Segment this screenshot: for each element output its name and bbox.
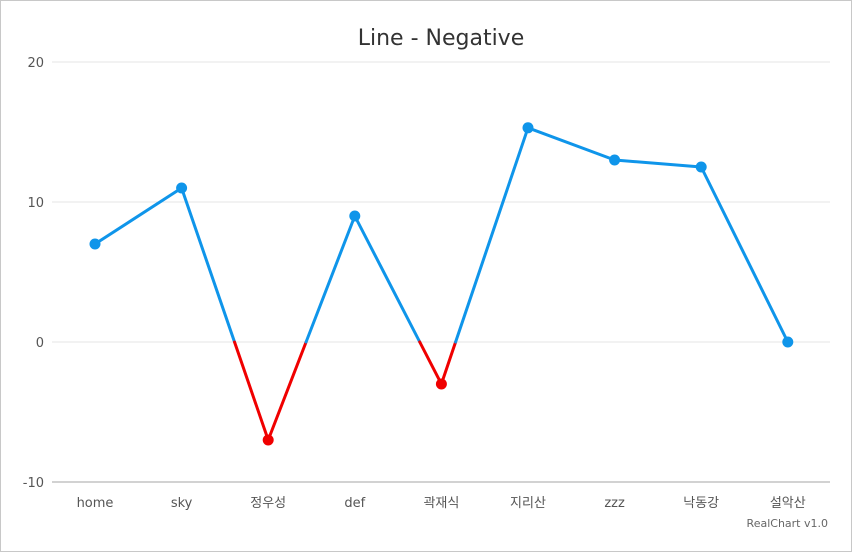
x-tick-label: zzz (604, 496, 625, 511)
series-line-segment (699, 165, 790, 344)
y-tick-label: -10 (23, 476, 44, 491)
x-tick-label: 낙동강 (683, 496, 719, 511)
series-line-segment (266, 340, 308, 442)
chart-title: Line - Negative (358, 26, 525, 51)
x-tick-label: 정우성 (250, 496, 286, 511)
series-line-segment (353, 214, 422, 344)
data-point[interactable] (522, 122, 534, 134)
series-lines (93, 126, 790, 442)
x-tick-label: 지리산 (510, 496, 546, 511)
x-tick-label: sky (171, 496, 193, 511)
y-axis-ticks: -10 0 10 20 (23, 56, 44, 491)
x-tick-label: 곽재식 (423, 496, 459, 511)
x-axis-ticks: home sky 정우성 def 곽재식 지리산 zzz 낙동강 설악산 (77, 496, 806, 511)
y-tick-label: 20 (27, 56, 44, 71)
data-point[interactable] (349, 210, 361, 222)
data-point[interactable] (695, 161, 707, 173)
series-line-segment (304, 214, 357, 344)
y-tick-label: 0 (36, 336, 44, 351)
credit-label: RealChart v1.0 (747, 517, 828, 530)
x-tick-label: home (77, 496, 114, 511)
series-line-segment (93, 186, 184, 246)
series-points (89, 122, 794, 446)
series-line-segment (418, 340, 443, 386)
grid-lines (52, 61, 830, 343)
data-point[interactable] (609, 154, 621, 166)
data-point[interactable] (435, 378, 447, 390)
x-tick-label: def (344, 496, 365, 511)
series-line-segment (454, 126, 530, 344)
data-point[interactable] (782, 336, 794, 348)
series-line-segment (613, 158, 703, 169)
series-line-segment (439, 340, 458, 386)
series-line-segment (526, 126, 617, 162)
series-line-segment (180, 186, 237, 344)
y-tick-label: 10 (27, 196, 44, 211)
x-tick-label: 설악산 (770, 496, 806, 511)
data-point[interactable] (176, 182, 188, 194)
data-point[interactable] (262, 434, 274, 446)
data-point[interactable] (89, 238, 101, 250)
series-line-segment (233, 340, 270, 442)
